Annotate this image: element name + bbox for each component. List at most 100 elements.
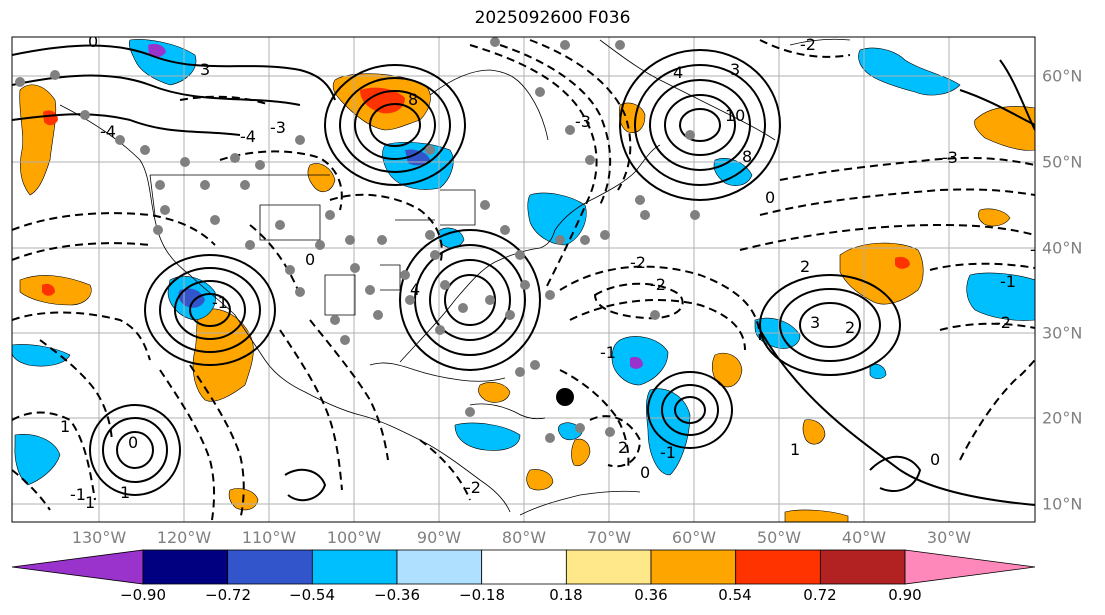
contour-line — [219, 150, 343, 211]
contour-label: -3 — [942, 148, 958, 167]
contour-label: -4 — [100, 122, 116, 141]
contour-label: -2 — [630, 253, 646, 272]
contour-label: -1 — [600, 343, 616, 362]
station-marker — [245, 240, 255, 250]
contour-label: -3 — [270, 118, 286, 137]
station-marker — [650, 310, 660, 320]
colorbar-segment — [565, 549, 652, 585]
contour-label: 2 — [800, 257, 810, 276]
lat-label: 30°N — [1042, 323, 1083, 343]
lat-label: 50°N — [1042, 152, 1083, 172]
contour-line — [759, 274, 901, 376]
contour-line — [469, 44, 598, 291]
contour-line — [174, 280, 246, 340]
strong-negative-anomaly-region — [405, 149, 430, 166]
contour-line — [429, 259, 511, 341]
positive-anomaly-region — [802, 419, 826, 445]
lat-label: 60°N — [1042, 66, 1083, 86]
station-marker — [505, 310, 515, 320]
lon-label: 110°W — [241, 528, 297, 547]
positive-anomaly-region — [192, 308, 254, 402]
station-marker — [690, 210, 700, 220]
contour-line — [419, 439, 471, 501]
station-marker — [560, 40, 570, 50]
lon-label: 130°W — [71, 528, 127, 547]
strong-positive-anomaly-region — [895, 256, 910, 269]
lat-label: 20°N — [1042, 408, 1083, 428]
contour-label: 3 — [200, 60, 210, 79]
station-marker — [140, 145, 150, 155]
contour-line — [249, 224, 301, 296]
negative-anomaly-region — [869, 363, 887, 380]
contour-line — [102, 417, 168, 483]
station-marker — [50, 70, 60, 80]
contour-line — [144, 254, 276, 366]
contour-label: -1 — [1000, 272, 1016, 291]
station-marker — [405, 295, 415, 305]
station-marker — [485, 295, 495, 305]
storm-center-marker — [556, 388, 574, 406]
contour-line — [647, 371, 733, 449]
station-marker — [520, 280, 530, 290]
contour-line — [324, 64, 466, 186]
lat-lon-grid — [12, 37, 1035, 522]
station-marker — [465, 407, 475, 417]
station-marker — [585, 155, 595, 165]
positive-anomaly-region — [711, 352, 743, 388]
station-marker — [515, 250, 525, 260]
contour-line — [589, 415, 642, 468]
lon-label: 60°W — [671, 528, 717, 547]
contour-line — [869, 455, 922, 492]
contour-line — [189, 293, 231, 327]
contour-line — [679, 108, 721, 142]
contour-label: -2 — [995, 313, 1011, 332]
contour-line — [309, 319, 389, 461]
contour-line — [339, 77, 451, 173]
contour-line — [284, 468, 327, 502]
contour-line — [12, 469, 51, 511]
station-marker — [160, 205, 170, 215]
station-marker — [640, 210, 650, 220]
contour-line — [39, 339, 113, 441]
negative-anomaly-region — [128, 39, 197, 86]
contour-line — [664, 94, 736, 156]
station-marker — [315, 240, 325, 250]
contour-line — [116, 431, 154, 469]
contour-label: -1 — [660, 443, 676, 462]
contour-line — [529, 39, 632, 191]
lon-label: 70°W — [586, 528, 632, 547]
contour-line — [329, 193, 443, 266]
contour-line — [634, 64, 766, 186]
station-marker — [350, 263, 360, 273]
colorbar-tick-label: 0.18 — [549, 586, 583, 604]
station-marker — [210, 215, 220, 225]
contour-label: 0 — [88, 32, 98, 51]
contour-line — [12, 311, 151, 361]
station-marker — [440, 280, 450, 290]
contour-label: 0 — [128, 433, 138, 452]
station-marker — [600, 230, 610, 240]
contour-line — [759, 329, 1035, 506]
strong-negative-anomaly-region — [148, 43, 166, 58]
contour-line — [759, 39, 851, 58]
colorbar-segment — [481, 549, 567, 585]
strong-positive-anomaly-region — [43, 110, 58, 126]
station-marker — [180, 157, 190, 167]
colorbar-segment — [311, 549, 398, 585]
contour-label: 8 — [742, 147, 752, 166]
station-marker — [230, 153, 240, 163]
station-marker — [605, 427, 615, 437]
contour-line — [559, 369, 630, 471]
lon-label: 30°W — [926, 528, 972, 547]
positive-anomaly-region — [784, 509, 849, 522]
station-marker — [153, 225, 163, 235]
strong-negative-anomaly-region — [178, 288, 205, 308]
contour-line — [179, 95, 271, 106]
station-marker — [480, 200, 490, 210]
colorbar-tick-label: 0.72 — [803, 586, 837, 604]
contour-line — [89, 404, 181, 496]
contour-label: 0 — [765, 188, 775, 207]
contour-label: -4 — [240, 127, 256, 146]
station-marker — [400, 270, 410, 280]
lon-label: 90°W — [416, 528, 462, 547]
